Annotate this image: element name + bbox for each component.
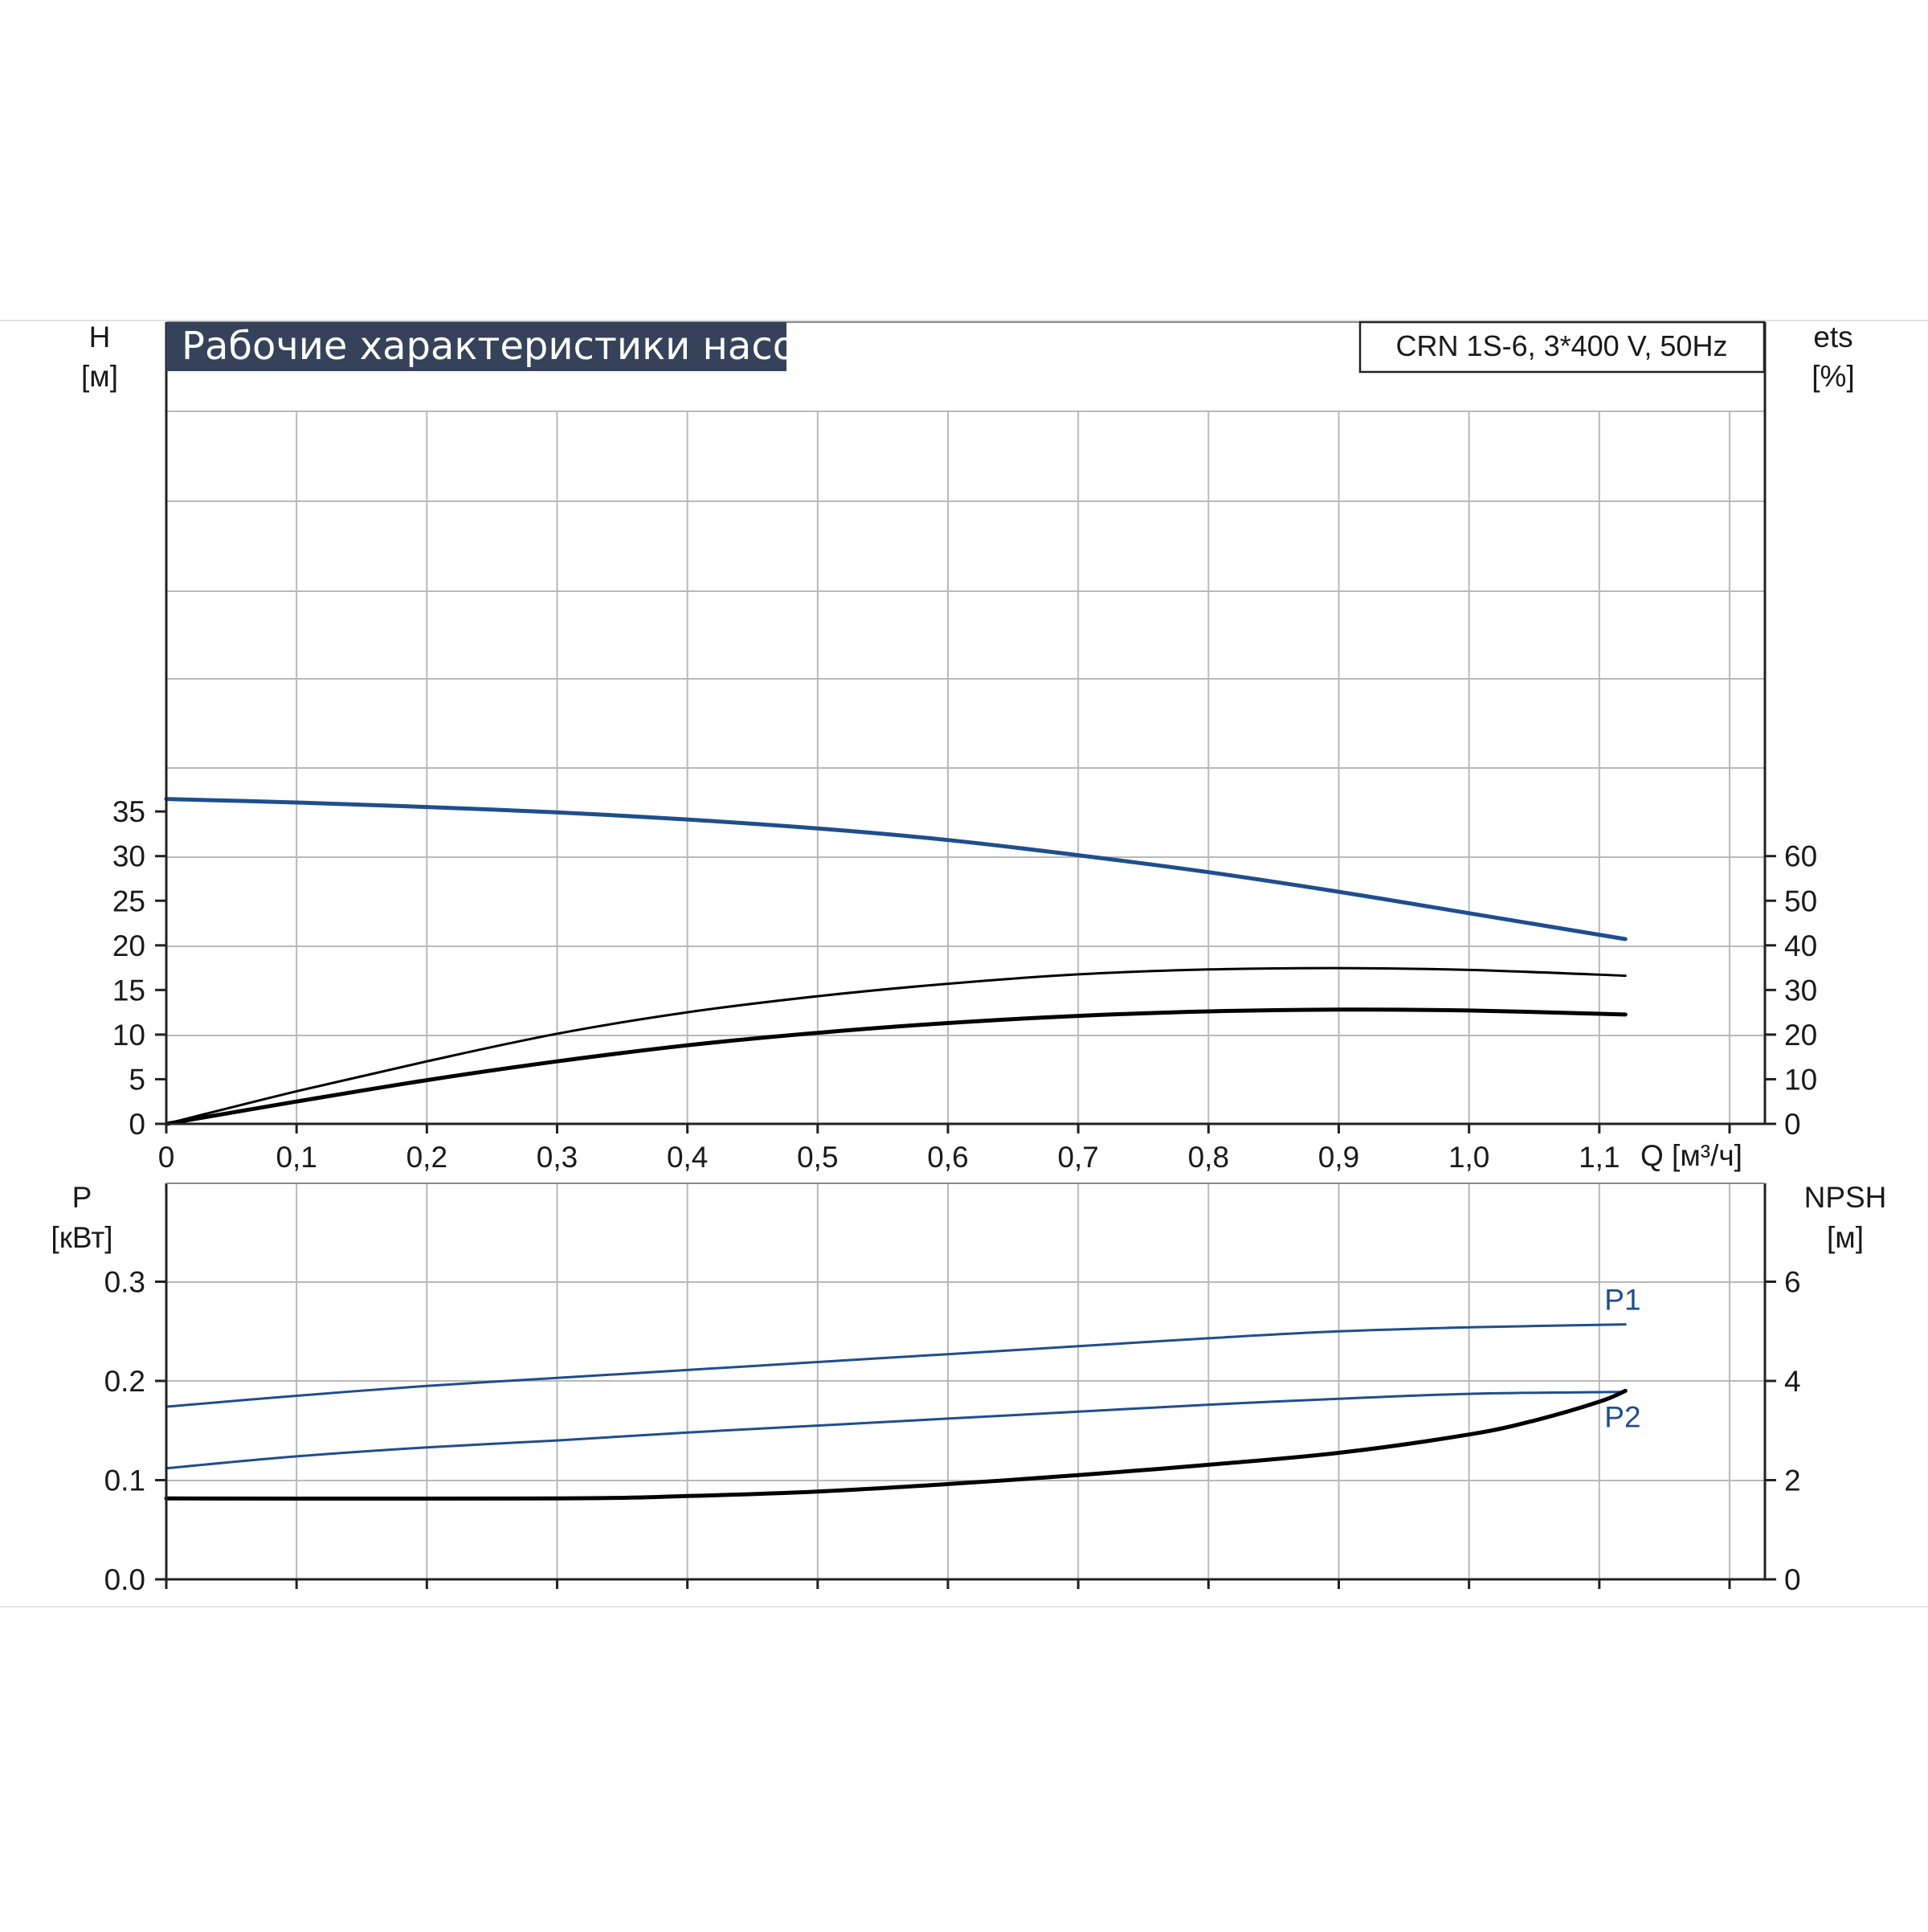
y-left-tick-label: 10 [112,1019,145,1052]
y-right-label-bottom: NPSH [1804,1181,1887,1214]
x-tick-label: 1,0 [1448,1141,1489,1174]
y-left-tick-label: 20 [112,929,145,962]
x-tick-label: 0,1 [276,1141,317,1174]
x-tick-label: 0,7 [1057,1141,1098,1174]
bottom-ticks: 0.0 0.1 0.2 0.3 0 2 4 6 [104,1266,1801,1597]
y-right-tick-label: 4 [1784,1365,1801,1398]
y-left-tick-label: 5 [129,1063,145,1096]
y-right-tick-label: 30 [1784,974,1817,1007]
y-right-tick-label: 2 [1784,1464,1801,1497]
y-right-unit-top: [%] [1812,360,1854,393]
y-right-unit-bottom: [м] [1827,1221,1864,1254]
series-label-p2: P2 [1604,1401,1640,1434]
x-tick-label: 0,4 [667,1141,708,1174]
x-axis-label: Q [м³/ч] [1640,1139,1742,1172]
curve-0-1 [165,966,1627,1125]
power-npsh-panel: P1 P2 0.0 0.1 0.2 0.3 0 2 4 6 P [кВт] NPSH [м] [51,1181,1886,1596]
y-left-label-top: H [89,321,111,353]
x-tick-label: 0,6 [927,1141,968,1174]
chart-title-box [166,322,786,371]
y-left-label-bottom: P [72,1181,92,1214]
top-ticks: 0 5 10 15 20 25 30 35 0 10 20 30 40 50 60 0 0,1 0,2 0,3 0,4… [112,795,1817,1174]
bottom-grid [166,1183,1765,1579]
x-tick-label: 0,5 [797,1141,838,1174]
model-label: CRN 1S-6, 3*400 V, 50Hz [1396,329,1728,362]
curve-p1 [165,1323,1627,1408]
y-right-tick-label: 0 [1784,1108,1801,1141]
y-left-tick-label: 0.0 [104,1563,145,1596]
y-left-unit-bottom: [кВт] [51,1221,112,1254]
x-tick-label: 1,1 [1579,1141,1620,1174]
chart-title: Рабочие характеристики насоса [182,324,841,369]
x-tick-label: 0,8 [1188,1141,1229,1174]
y-left-tick-label: 0.3 [104,1266,145,1299]
top-curves [164,797,1628,1126]
x-tick-label: 0 [158,1141,175,1174]
y-right-tick-label: 10 [1784,1063,1817,1096]
curve-0-0 [164,797,1628,941]
top-grid [166,410,1765,1124]
curve-0-2 [164,1007,1628,1126]
y-right-tick-label: 0 [1784,1563,1801,1596]
y-left-unit-top: [м] [81,360,118,393]
y-right-label-top: ets [1813,321,1852,353]
y-left-tick-label: 35 [112,795,145,828]
y-left-tick-label: 0.1 [104,1464,145,1497]
y-left-tick-label: 15 [112,974,145,1007]
model-label-box [1358,321,1766,374]
y-right-tick-label: 60 [1784,840,1817,873]
curve-p2 [165,1391,1627,1470]
y-right-tick-label: 20 [1784,1019,1817,1052]
x-tick-label: 0,2 [406,1141,447,1174]
y-right-tick-label: 50 [1784,884,1817,917]
curve-1-2 [164,1388,1628,1501]
x-tick-label: 0,3 [537,1141,578,1174]
y-left-tick-label: 0 [129,1108,145,1141]
bottom-curves: P1 P2 [164,1284,1641,1501]
y-left-tick-label: 25 [112,884,145,917]
series-label-p1: P1 [1604,1284,1640,1317]
x-tick-label: 0,9 [1318,1141,1359,1174]
y-left-tick-label: 30 [112,840,145,873]
y-right-tick-label: 6 [1784,1266,1801,1299]
y-right-tick-label: 40 [1784,929,1817,962]
y-left-tick-label: 0.2 [104,1365,145,1398]
head-efficiency-panel: 0 5 10 15 20 25 30 35 0 10 20 30 40 50 60 0 0,1 0,2 0,3 0,4… [81,321,1855,1174]
